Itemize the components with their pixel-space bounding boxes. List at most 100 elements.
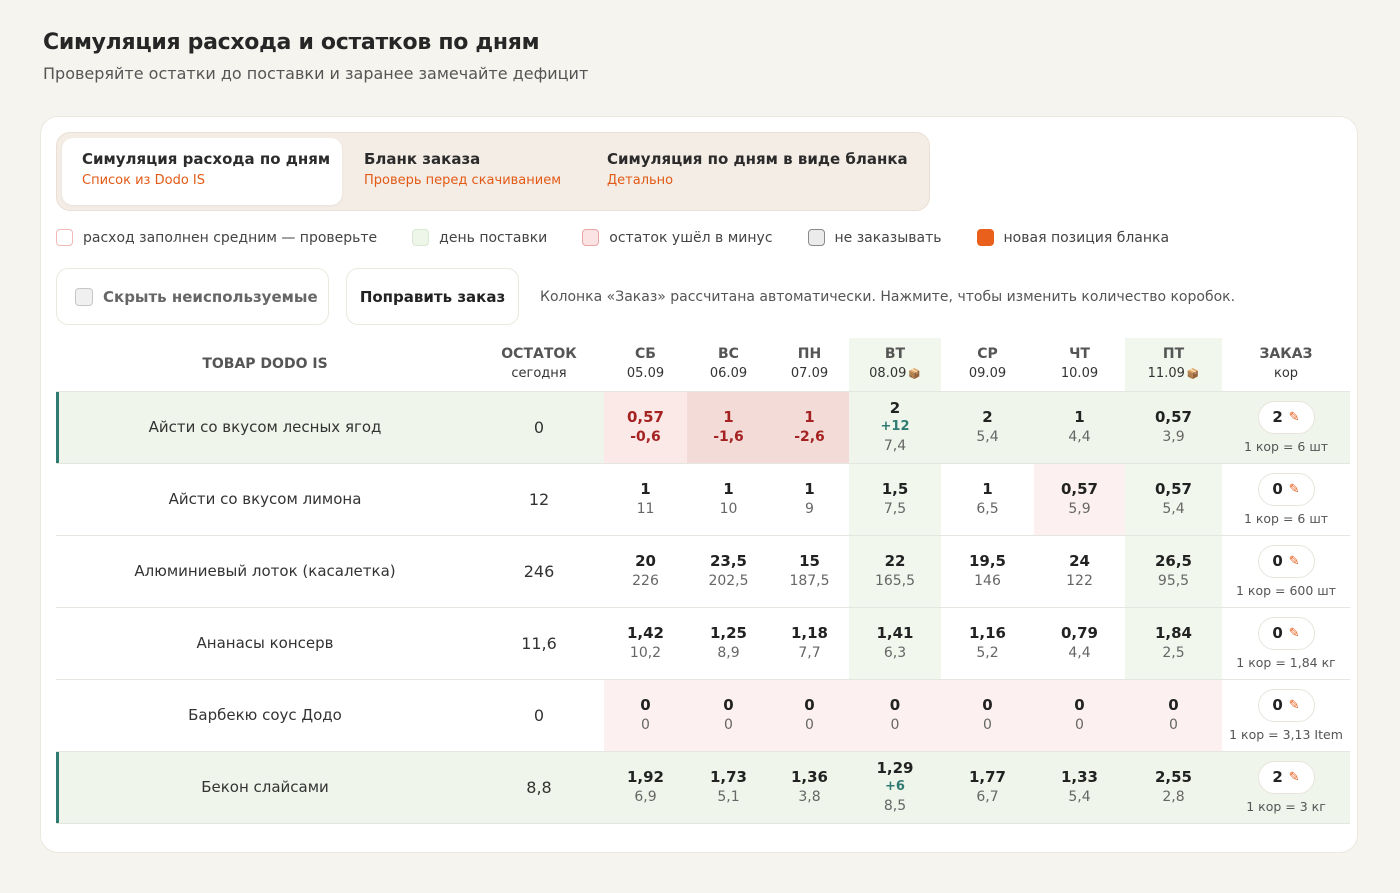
day-remaining: 0 xyxy=(724,717,733,733)
day-cell: 1 11 xyxy=(604,463,687,536)
day-cell: 1,92 6,9 xyxy=(604,751,687,824)
day-remaining: 5,9 xyxy=(1068,501,1091,517)
day-consumption: 1 xyxy=(640,480,651,498)
day-cell: 1,36 3,8 xyxy=(770,751,849,824)
day-cell: 1,33 5,4 xyxy=(1034,751,1125,824)
day-consumption: 0 xyxy=(1074,696,1085,714)
day-consumption: 2 xyxy=(982,408,993,426)
col-stock-header: ОСТАТОК сегодня xyxy=(474,338,604,392)
product-name: Барбекю соус Додо xyxy=(56,679,474,752)
order-quantity: 0 xyxy=(1272,480,1283,498)
hide-unused-checkbox[interactable] xyxy=(75,287,93,306)
day-cell: 1,84 2,5 xyxy=(1125,607,1222,680)
day-label: ВТ xyxy=(884,345,906,362)
day-remaining: -0,6 xyxy=(630,429,661,445)
tab-simulation-as-form[interactable]: Симуляция по дням в виде бланка Детально xyxy=(587,138,908,205)
day-consumption: 1,73 xyxy=(709,768,747,786)
stock-today: 0 xyxy=(474,679,604,752)
day-consumption: 0 xyxy=(723,696,734,714)
col-order-sub: кор xyxy=(1273,366,1299,382)
day-cell: 0,57 5,4 xyxy=(1125,463,1222,536)
day-cell: 0,57 3,9 xyxy=(1125,391,1222,464)
day-cell: 1 6,5 xyxy=(941,463,1034,536)
tab-title: Симуляция по дням в виде бланка xyxy=(607,150,908,168)
delivery-delta: +12 xyxy=(880,419,910,434)
day-cell: 1,5 7,5 xyxy=(849,463,941,536)
day-cell: 15 187,5 xyxy=(770,535,849,608)
day-remaining: 165,5 xyxy=(874,573,916,589)
day-date: 10.09 xyxy=(1060,366,1099,382)
day-remaining: 202,5 xyxy=(708,573,749,589)
tab-order-form[interactable]: Бланк заказа Проверь перед скачиванием xyxy=(344,138,587,205)
day-remaining: 3,9 xyxy=(1162,429,1185,445)
day-remaining: 3,8 xyxy=(798,789,821,805)
order-quantity: 0 xyxy=(1272,696,1283,714)
day-remaining: 7,5 xyxy=(883,501,907,517)
day-remaining: 7,4 xyxy=(883,438,907,454)
day-remaining: 8,5 xyxy=(883,798,907,814)
day-consumption: 1 xyxy=(723,480,734,498)
day-cell: 1,29 +6 8,5 xyxy=(849,751,941,824)
tab-daily-simulation[interactable]: Симуляция расхода по дням Список из Dodo… xyxy=(62,138,342,205)
day-cell: 1,42 10,2 xyxy=(604,607,687,680)
day-consumption: 2,55 xyxy=(1154,768,1192,786)
pencil-icon: ✎ xyxy=(1288,409,1300,425)
col-day-header: ВС 06.09 xyxy=(687,338,770,392)
col-stock-label: ОСТАТОК xyxy=(501,346,577,363)
day-consumption: 1,18 xyxy=(790,624,828,642)
legend-label: новая позиция бланка xyxy=(1003,229,1170,246)
day-consumption: 24 xyxy=(1069,552,1090,570)
order-quantity: 2 xyxy=(1272,408,1283,426)
day-consumption: 1,29 xyxy=(876,759,914,777)
col-order-header: ЗАКАЗ кор xyxy=(1222,338,1350,392)
legend-swatch xyxy=(412,229,430,246)
day-remaining: 7,7 xyxy=(798,645,821,661)
stock-today: 11,6 xyxy=(474,607,604,680)
day-remaining: 6,7 xyxy=(976,789,999,805)
pencil-icon: ✎ xyxy=(1288,625,1300,641)
day-date: 06.09 xyxy=(709,366,748,382)
day-label: ЧТ xyxy=(1069,346,1090,363)
legend-item-negative-stock: остаток ушёл в минус xyxy=(582,229,773,246)
legend-label: остаток ушёл в минус xyxy=(609,229,773,246)
order-quantity: 0 xyxy=(1272,552,1283,570)
legend-swatch xyxy=(807,229,825,246)
day-remaining: 6,3 xyxy=(883,645,907,661)
day-remaining: 2,8 xyxy=(1162,789,1185,805)
order-boxes-button[interactable]: 2 ✎ xyxy=(1257,400,1315,434)
table-row: Бекон слайсами 8,8 1,92 6,9 1,73 5,1 1,36 3,8 1,… xyxy=(56,751,1350,824)
col-product-label: ТОВАР DODO IS xyxy=(202,355,328,372)
tab-title: Бланк заказа xyxy=(364,150,481,168)
order-hint: Колонка «Заказ» рассчитана автоматически… xyxy=(540,288,1236,305)
day-consumption: 1,41 xyxy=(876,624,914,642)
tab-subtitle: Проверь перед скачиванием xyxy=(364,173,562,188)
legend-item-new-position: новая позиция бланка xyxy=(976,229,1170,246)
order-boxes-button[interactable]: 0 ✎ xyxy=(1257,688,1315,722)
fix-order-button[interactable]: Поправить заказ xyxy=(346,268,519,325)
box-size: 1 кор = 600 шт xyxy=(1235,582,1337,598)
order-cell: 2 ✎ 1 кор = 3 кг xyxy=(1222,751,1350,824)
day-cell: 1,41 6,3 xyxy=(849,607,941,680)
hide-unused-toggle[interactable]: Скрыть неиспользуемые xyxy=(56,268,329,325)
day-remaining: 6,9 xyxy=(634,789,657,805)
day-cell: 2,55 2,8 xyxy=(1125,751,1222,824)
day-remaining: 2,5 xyxy=(1162,645,1185,661)
order-boxes-button[interactable]: 0 ✎ xyxy=(1257,472,1315,506)
package-icon: 📦 xyxy=(1186,368,1200,380)
order-boxes-button[interactable]: 0 ✎ xyxy=(1257,544,1315,578)
order-boxes-button[interactable]: 0 ✎ xyxy=(1257,616,1315,650)
legend-swatch xyxy=(56,229,73,246)
order-boxes-button[interactable]: 2 ✎ xyxy=(1257,760,1315,794)
day-cell: 23,5 202,5 xyxy=(687,535,770,608)
col-day-header-delivery: ПТ 11.09 📦 xyxy=(1125,338,1222,392)
day-remaining: 9 xyxy=(805,501,814,517)
day-remaining: 5,2 xyxy=(976,645,999,661)
tab-subtitle: Детально xyxy=(607,173,674,188)
day-consumption: 1,77 xyxy=(968,768,1006,786)
day-consumption: 19,5 xyxy=(968,552,1006,570)
tab-subtitle: Список из Dodo IS xyxy=(82,173,205,188)
